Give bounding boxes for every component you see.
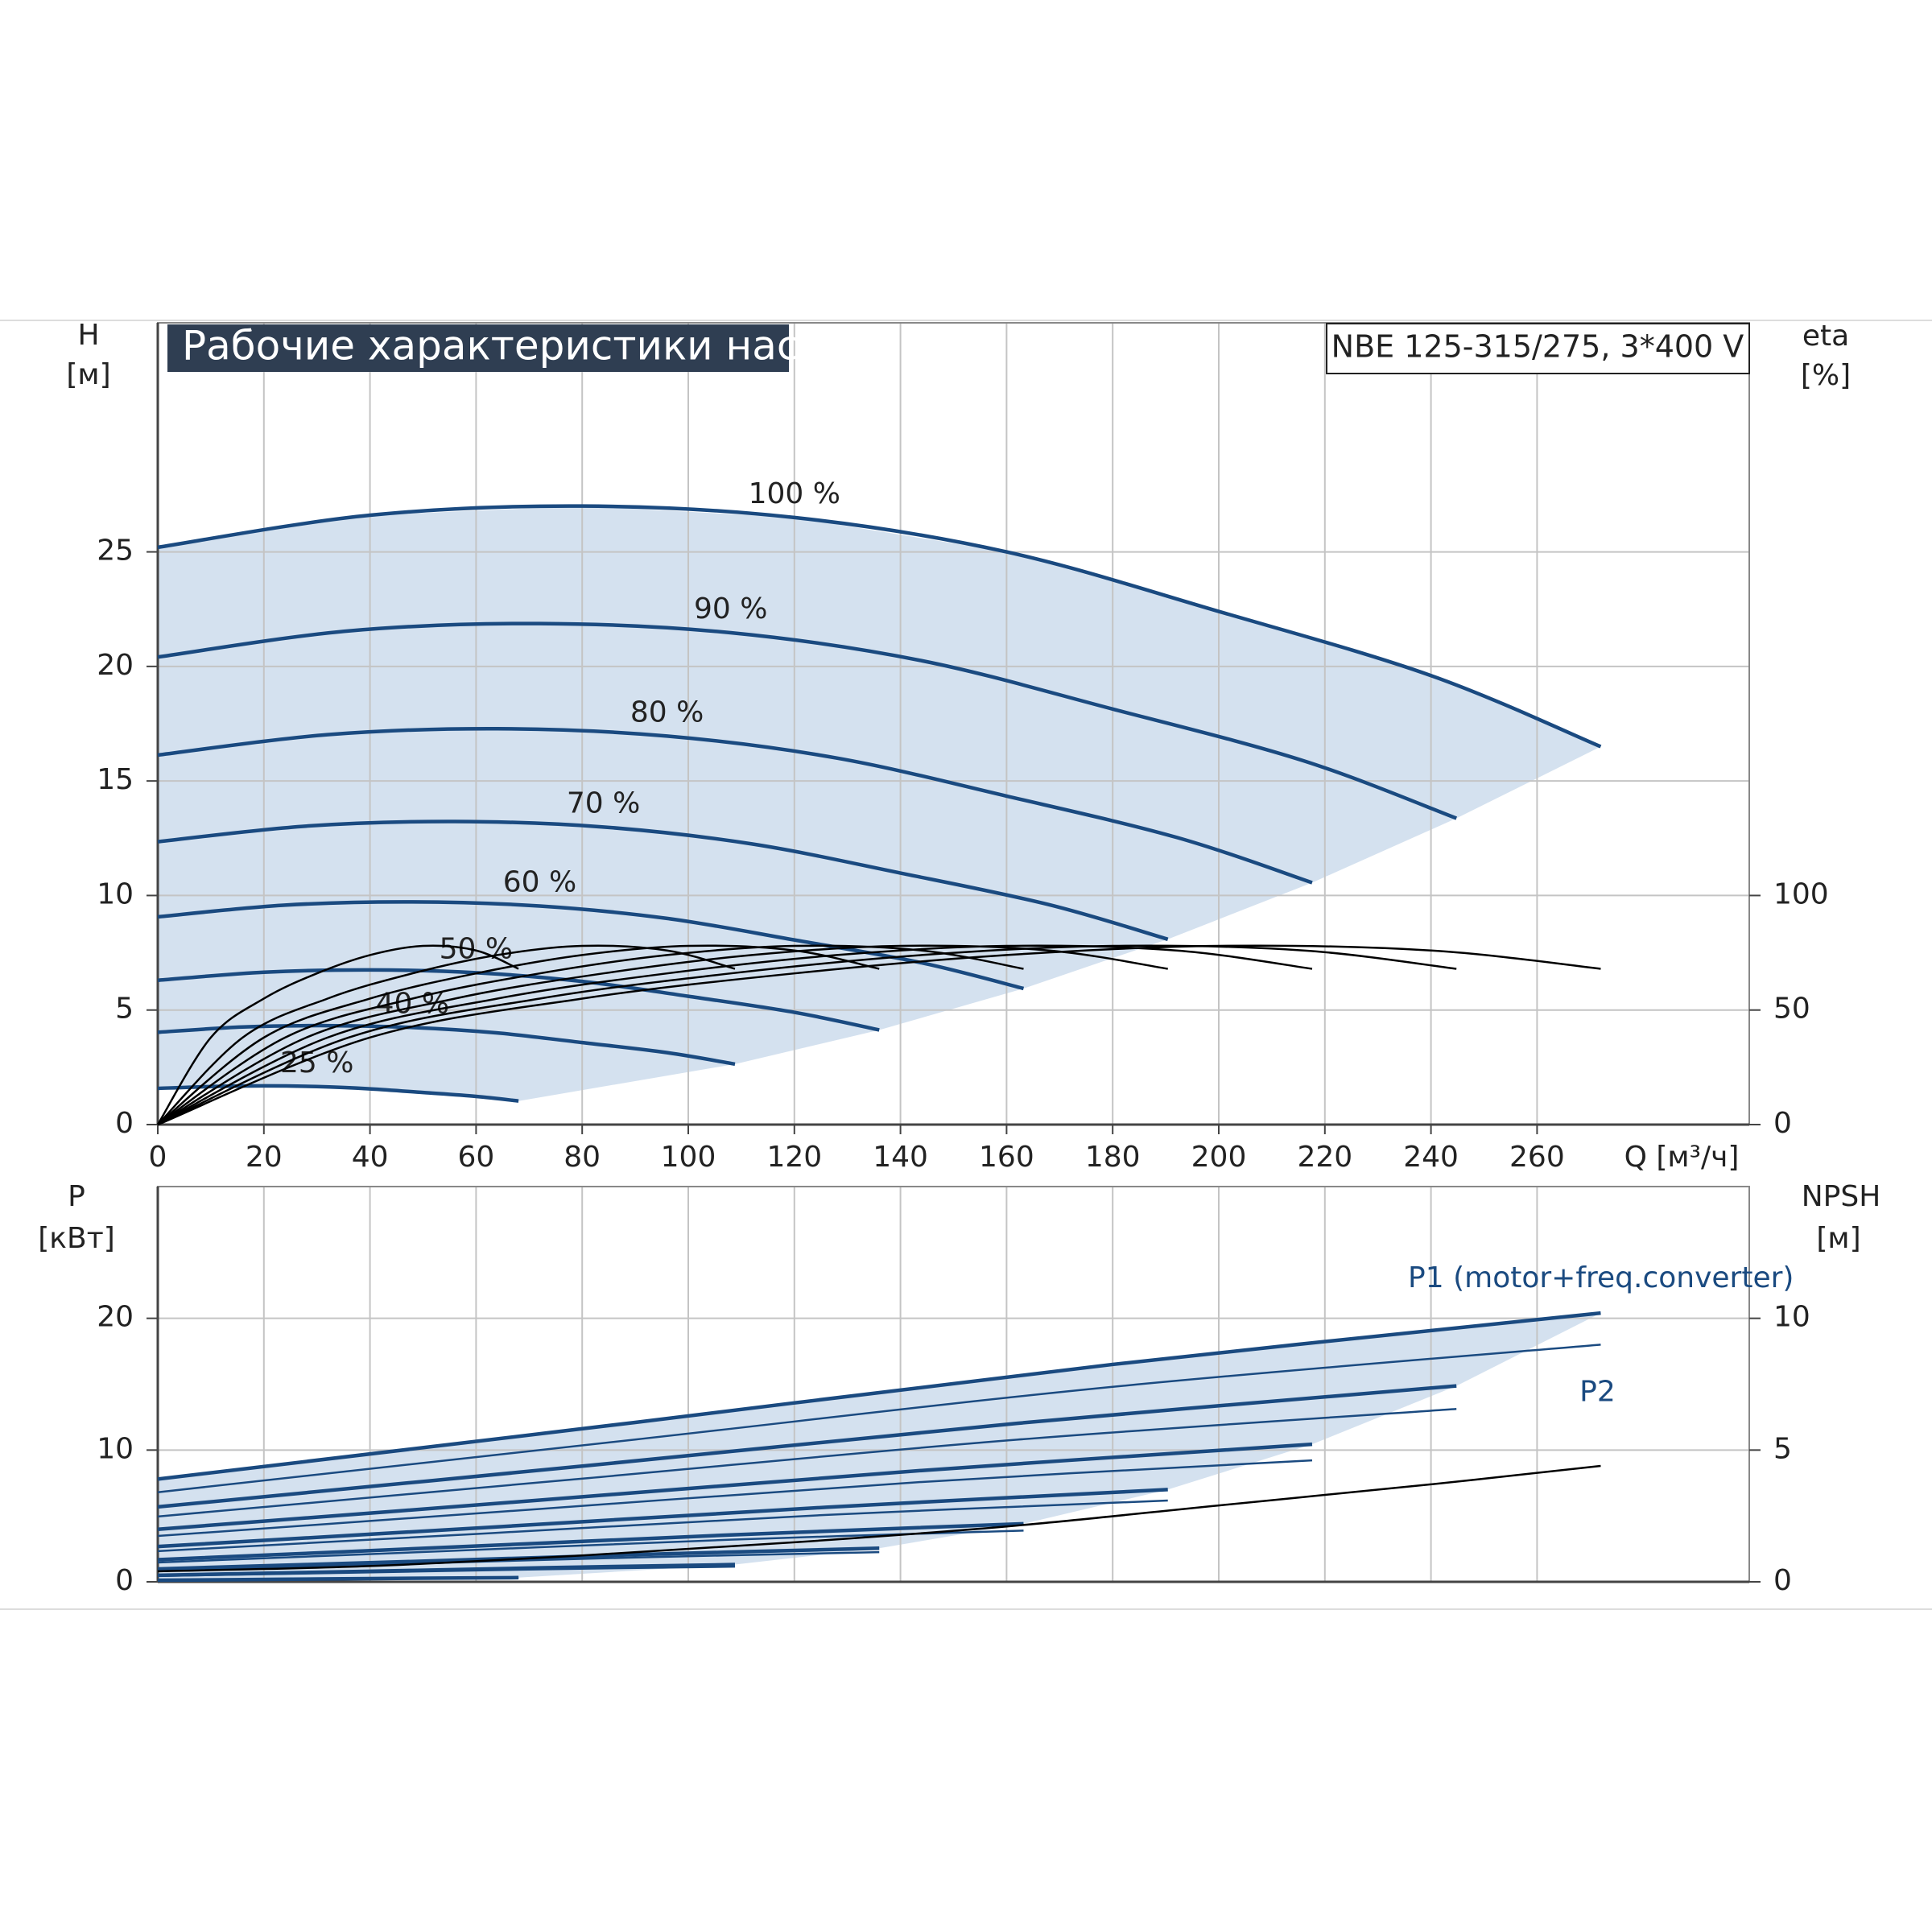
annotation: NBE 125-315/275, 3*400 V (1331, 329, 1744, 365)
x-tick-label: 220 (1297, 1141, 1352, 1174)
curve (157, 1459, 1313, 1538)
curve (157, 1311, 1601, 1481)
x-tick-label: 240 (1403, 1141, 1459, 1174)
secondary-curve (156, 944, 519, 1125)
curve (157, 819, 1169, 941)
y-tick-label: 0 (115, 1107, 134, 1140)
curve-label: 100 % (749, 477, 840, 510)
y-axis-unit: [м] (66, 358, 110, 391)
y-tick-label: 25 (97, 535, 134, 568)
secondary-curve (157, 1464, 1601, 1573)
y2-axis-label: eta (1802, 320, 1849, 353)
curve-label: 60 % (503, 866, 576, 899)
y-tick-label: 10 (97, 877, 134, 910)
x-tick-label: 260 (1509, 1141, 1565, 1174)
x-tick-label: 0 (149, 1141, 167, 1174)
x-tick-label: 200 (1191, 1141, 1247, 1174)
curve-label: 90 % (694, 592, 767, 625)
y2-tick-label: 10 (1773, 1301, 1810, 1334)
y2-tick-label: 50 (1773, 993, 1810, 1026)
y-tick-label: 15 (97, 763, 134, 796)
chart-title: Рабочие характеристики насоса (182, 323, 870, 369)
curve (157, 1565, 736, 1578)
x-tick-label: 60 (457, 1141, 494, 1174)
curve-label: 25 % (280, 1046, 353, 1080)
curve (157, 1577, 519, 1582)
y2-axis-unit: [%] (1801, 359, 1851, 392)
y2-tick-label: 0 (1773, 1107, 1792, 1140)
curve (157, 1023, 736, 1067)
operating-region (158, 1313, 1601, 1581)
x-axis-label: Q [м³/ч] (1624, 1141, 1740, 1174)
curve (157, 900, 1025, 991)
secondary-curve (157, 944, 1024, 1126)
y-tick-label: 5 (115, 993, 134, 1026)
y-axis-label: P (68, 1180, 85, 1213)
secondary-curve (157, 944, 1313, 1126)
annotation-box (1326, 323, 1750, 374)
curve-label: 70 % (567, 786, 640, 819)
x-tick-label: 100 (661, 1141, 716, 1174)
y-axis-label: H (77, 319, 99, 352)
y-axis-unit: [кВт] (38, 1222, 115, 1255)
curve (157, 1442, 1313, 1531)
operating-region (158, 506, 1601, 1101)
curve-label: P2 (1579, 1375, 1616, 1408)
secondary-curve (157, 944, 880, 1125)
x-tick-label: 40 (352, 1141, 389, 1174)
title-box (167, 324, 789, 372)
x-tick-label: 180 (1085, 1141, 1141, 1174)
secondary-curve (157, 944, 1601, 1126)
curve (157, 1384, 1457, 1509)
curve (157, 1550, 880, 1572)
y2-tick-label: 0 (1773, 1564, 1792, 1597)
curve (157, 1488, 1168, 1549)
curve (157, 1084, 519, 1103)
y2-tick-label: 5 (1773, 1432, 1792, 1465)
curve (157, 726, 1313, 885)
x-tick-label: 140 (873, 1141, 928, 1174)
secondary-curve (157, 944, 736, 1125)
secondary-curve (157, 944, 1457, 1126)
y-tick-label: 10 (97, 1432, 134, 1465)
curve (157, 1344, 1601, 1493)
y2-axis-unit: [м] (1816, 1222, 1860, 1255)
y2-axis-label: NPSH (1802, 1180, 1881, 1213)
y-tick-label: 20 (97, 649, 134, 682)
x-tick-label: 120 (766, 1141, 822, 1174)
y2-tick-label: 100 (1773, 877, 1829, 910)
curve (157, 1521, 1024, 1562)
x-tick-label: 20 (246, 1141, 283, 1174)
curve-label: P1 (motor+freq.converter) (1408, 1261, 1794, 1294)
secondary-curve (157, 944, 1168, 1126)
y-tick-label: 0 (115, 1564, 134, 1597)
x-tick-label: 80 (564, 1141, 601, 1174)
x-tick-label: 160 (979, 1141, 1034, 1174)
y-tick-label: 20 (97, 1301, 134, 1334)
curve-label: 80 % (630, 696, 704, 729)
curve (157, 1499, 1168, 1553)
curve (157, 504, 1602, 749)
curve (157, 621, 1458, 820)
curve (157, 1408, 1457, 1518)
